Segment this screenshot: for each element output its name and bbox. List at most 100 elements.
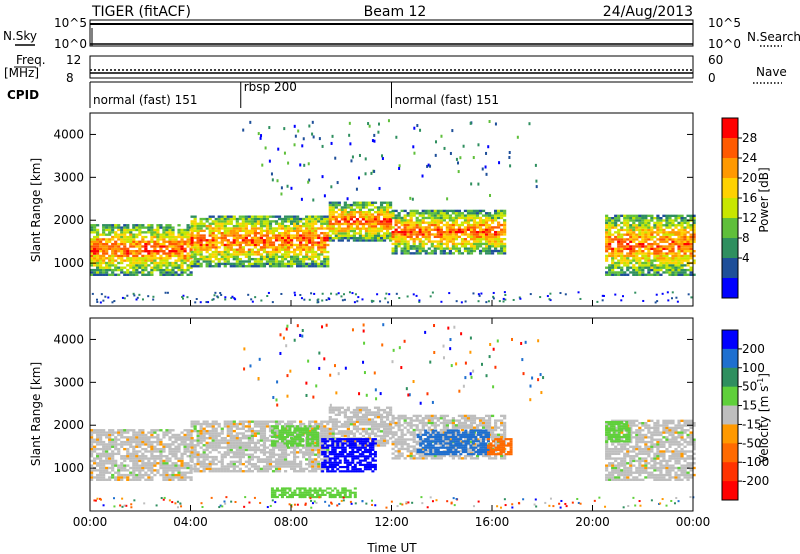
velocity-cell bbox=[391, 457, 395, 460]
power-cell bbox=[141, 226, 145, 229]
power-cell bbox=[132, 266, 136, 269]
velocity-cell bbox=[189, 471, 193, 474]
power-cell bbox=[451, 238, 455, 241]
power-cell bbox=[686, 250, 690, 253]
power-cell bbox=[472, 249, 477, 253]
velocity-cell bbox=[314, 460, 318, 463]
power-cell bbox=[436, 230, 440, 234]
velocity-cell bbox=[150, 431, 154, 434]
power-cell bbox=[686, 254, 690, 258]
velocity-cell bbox=[211, 460, 215, 463]
power-cell bbox=[503, 247, 507, 250]
y-tick-label: 2000 bbox=[53, 213, 84, 227]
velocity-cell bbox=[394, 440, 398, 444]
velocity-cell bbox=[250, 439, 254, 442]
velocity-cell bbox=[189, 478, 193, 481]
velocity-cell bbox=[93, 438, 97, 441]
power-cell bbox=[605, 221, 609, 225]
velocity-cell bbox=[397, 428, 401, 432]
power-cell bbox=[620, 252, 624, 255]
power-cell bbox=[445, 230, 449, 234]
velocity-cell bbox=[361, 423, 366, 426]
power-cell bbox=[635, 228, 639, 232]
velocity-cell bbox=[211, 441, 215, 445]
velocity-cell bbox=[117, 464, 121, 467]
velocity-cell bbox=[379, 420, 384, 424]
power-cell bbox=[632, 264, 636, 267]
velocity-cell bbox=[141, 438, 145, 441]
velocity-cell bbox=[376, 441, 381, 445]
power-cell bbox=[671, 224, 675, 227]
velocity-cell bbox=[370, 430, 375, 433]
power-cell bbox=[277, 232, 282, 235]
velocity-cell bbox=[406, 431, 410, 434]
power-cell bbox=[671, 273, 675, 276]
power-cell bbox=[165, 247, 169, 251]
power-cell bbox=[689, 254, 693, 258]
power-cell bbox=[117, 254, 121, 258]
power-cell bbox=[617, 219, 621, 222]
velocity-cell bbox=[283, 465, 288, 468]
power-cell bbox=[472, 209, 477, 213]
power-cell bbox=[212, 298, 215, 301]
power-cell bbox=[671, 245, 675, 248]
power-cell bbox=[186, 254, 190, 258]
power-cell bbox=[653, 217, 657, 220]
velocity-cell bbox=[232, 422, 236, 426]
velocity-cell bbox=[177, 438, 181, 441]
power-cell bbox=[156, 266, 160, 269]
power-cell bbox=[233, 297, 236, 300]
velocity-cell bbox=[283, 439, 288, 442]
velocity-cell bbox=[232, 437, 236, 440]
power-cell bbox=[675, 296, 678, 299]
power-cell bbox=[268, 257, 273, 261]
power-cell bbox=[120, 266, 124, 269]
power-cell bbox=[323, 220, 327, 223]
power-cell bbox=[280, 246, 285, 249]
power-cell bbox=[367, 227, 372, 230]
power-cell bbox=[457, 242, 462, 246]
power-cell bbox=[641, 271, 645, 274]
power-cell bbox=[186, 240, 190, 243]
velocity-cell bbox=[268, 462, 273, 466]
power-cell bbox=[391, 216, 395, 220]
velocity-cell bbox=[376, 430, 381, 433]
velocity-cell bbox=[367, 411, 372, 414]
power-cell bbox=[99, 238, 103, 241]
velocity-cell bbox=[250, 470, 254, 473]
velocity-cell bbox=[171, 471, 175, 474]
power-cell bbox=[647, 247, 651, 251]
velocity-cell bbox=[238, 441, 242, 445]
power-cell bbox=[96, 261, 100, 265]
velocity-cell bbox=[370, 432, 375, 435]
power-cell bbox=[632, 224, 636, 227]
power-cell bbox=[433, 223, 437, 227]
power-cell bbox=[302, 262, 306, 266]
power-cell bbox=[223, 227, 227, 230]
power-cell bbox=[162, 257, 166, 260]
power-cell bbox=[207, 301, 210, 304]
power-cell bbox=[448, 292, 451, 295]
power-cell bbox=[439, 230, 443, 234]
velocity-cell bbox=[141, 464, 145, 467]
power-cell bbox=[120, 233, 124, 236]
power-cell bbox=[114, 266, 118, 269]
power-cell bbox=[677, 224, 681, 227]
velocity-cell bbox=[96, 473, 100, 477]
velocity-cell bbox=[211, 429, 215, 433]
power-cell bbox=[638, 245, 642, 248]
power-cell bbox=[367, 229, 372, 233]
power-cell bbox=[617, 233, 621, 236]
power-cell bbox=[478, 223, 483, 227]
velocity-cell bbox=[180, 464, 184, 467]
power-cell bbox=[274, 220, 279, 223]
power-cell bbox=[668, 247, 672, 251]
power-cell bbox=[373, 236, 378, 240]
power-cell bbox=[331, 239, 335, 242]
power-cell bbox=[346, 211, 350, 214]
power-cell bbox=[497, 212, 501, 215]
velocity-cell bbox=[397, 435, 401, 439]
power-cell bbox=[217, 257, 221, 261]
velocity-cell bbox=[171, 429, 175, 432]
power-cell bbox=[177, 259, 181, 262]
